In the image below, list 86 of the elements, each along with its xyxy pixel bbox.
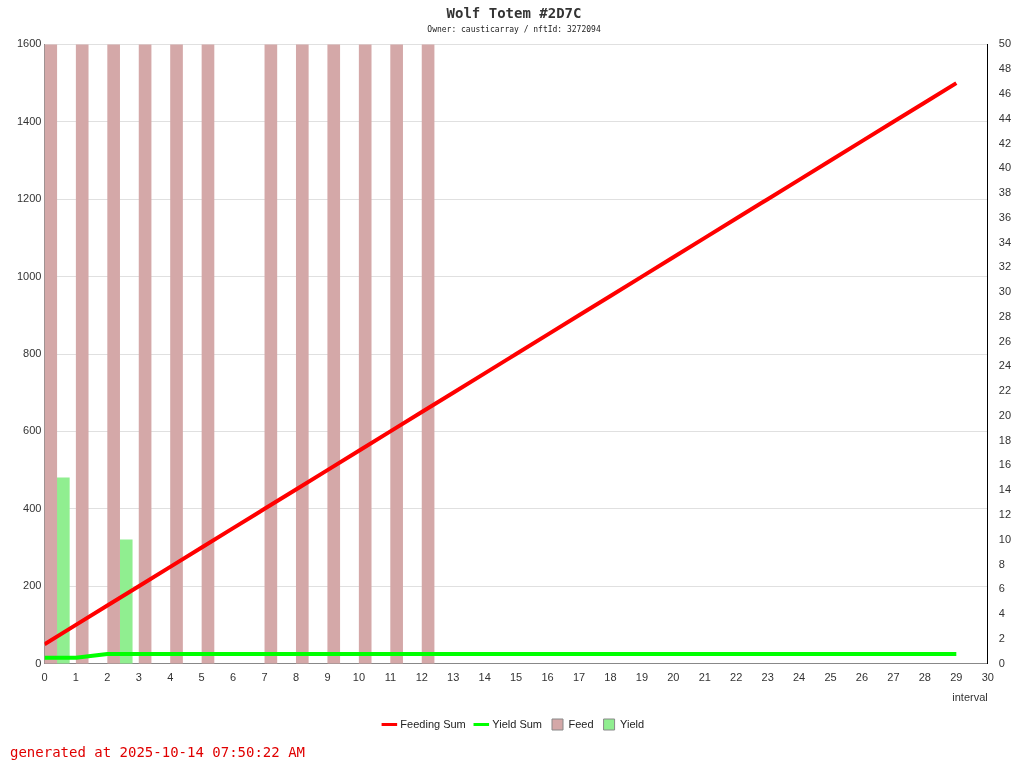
y2-tick-label: 28 — [998, 309, 1012, 322]
y-tick-label: 1000 — [16, 269, 42, 282]
x-tick-label: 24 — [792, 671, 806, 684]
x-tick-label: 2 — [104, 671, 111, 684]
y-tick-label: 800 — [23, 347, 42, 360]
x-tick-label: 23 — [761, 671, 774, 684]
y2-tick-label: 6 — [998, 582, 1005, 595]
y2-tick-label: 36 — [998, 210, 1012, 223]
x-tick-label: 16 — [541, 671, 554, 684]
y2-tick-label: 44 — [998, 111, 1012, 124]
bar — [138, 44, 152, 664]
y-tick-label: 0 — [35, 656, 42, 669]
bar — [170, 44, 183, 664]
x-tick-label: 22 — [730, 671, 743, 684]
x-tick-label: 21 — [698, 671, 711, 684]
y2-tick-label: 14 — [998, 483, 1012, 496]
y-tick-label: 200 — [23, 579, 42, 592]
x-tick-label: 26 — [855, 671, 869, 684]
chart-subtitle: Owner: causticarray / nftId: 3272094 — [427, 24, 601, 34]
legend-label: Feed — [568, 717, 594, 730]
bar — [421, 44, 435, 664]
x-tick-label: 10 — [352, 671, 366, 684]
x-tick-label: 28 — [918, 671, 931, 684]
y-tick-label: 1200 — [16, 192, 42, 205]
bar — [295, 44, 309, 664]
x-tick-label: 27 — [887, 671, 900, 684]
y-tick-label: 1400 — [16, 114, 42, 127]
x-tick-label: 11 — [384, 671, 397, 684]
x-tick-label: 30 — [981, 671, 994, 684]
x-tick-label: 13 — [447, 671, 460, 684]
text: generated at 2025-10-14 07:50:22 AM — [10, 744, 306, 760]
legend-label: Feeding Sum — [400, 717, 466, 730]
legend-label: Yield Sum — [492, 717, 543, 730]
x-tick-label: 1 — [72, 671, 79, 684]
bar — [107, 44, 120, 664]
y2-tick-label: 0 — [998, 656, 1005, 669]
y2-tick-label: 24 — [998, 359, 1012, 372]
y2-tick-label: 30 — [998, 285, 1012, 298]
x-tick-label: 7 — [261, 671, 268, 684]
x-tick-label: 18 — [604, 671, 617, 684]
x-tick-label: 4 — [167, 671, 174, 684]
bar — [327, 44, 341, 664]
y2-tick-label: 32 — [998, 260, 1012, 273]
y2-tick-label: 22 — [998, 384, 1012, 397]
bar — [390, 44, 403, 664]
y2-tick-label: 34 — [998, 235, 1012, 248]
x-tick-label: 5 — [198, 671, 205, 684]
bar — [75, 44, 89, 664]
chart-title: Wolf Totem #2D7C — [446, 5, 582, 22]
x-tick-label: 25 — [824, 671, 837, 684]
x-tick-label: 9 — [324, 671, 331, 684]
y2-tick-label: 50 — [998, 37, 1012, 50]
bar — [57, 477, 70, 664]
y2-tick-label: 18 — [998, 433, 1012, 446]
bar — [264, 44, 278, 664]
x-tick-label: 3 — [135, 671, 142, 684]
y-tick-label: 600 — [23, 424, 42, 437]
bar — [201, 44, 215, 664]
y2-tick-label: 38 — [998, 186, 1012, 199]
y-tick-label: 1600 — [16, 37, 42, 50]
x-tick-label: 29 — [950, 671, 963, 684]
y-tick-label: 400 — [23, 501, 42, 514]
x-tick-label: 8 — [292, 671, 300, 684]
y2-tick-label: 8 — [998, 557, 1005, 570]
y2-tick-label: 40 — [998, 161, 1012, 174]
x-tick-label: 17 — [572, 671, 586, 684]
x-tick-label: 19 — [635, 671, 649, 684]
x-tick-label: 12 — [415, 671, 428, 684]
x-tick-label: 20 — [667, 671, 680, 684]
legend-label: Yield — [620, 717, 645, 730]
y2-tick-label: 10 — [998, 532, 1012, 545]
y2-tick-label: 4 — [998, 607, 1005, 620]
x-tick-label: 14 — [478, 671, 491, 684]
y2-tick-label: 46 — [998, 86, 1012, 99]
y2-tick-label: 20 — [998, 408, 1012, 421]
y2-tick-label: 2 — [998, 631, 1005, 644]
bar — [358, 44, 372, 664]
y2-tick-label: 12 — [998, 508, 1012, 521]
x-axis-title: interval — [952, 691, 988, 704]
y2-tick-label: 16 — [998, 458, 1012, 471]
x-tick-label: 15 — [509, 671, 523, 684]
bar — [119, 539, 133, 664]
x-tick-label: 6 — [230, 671, 237, 684]
y2-tick-label: 26 — [998, 334, 1012, 347]
y2-tick-label: 48 — [998, 62, 1012, 75]
y2-tick-label: 42 — [998, 136, 1012, 149]
